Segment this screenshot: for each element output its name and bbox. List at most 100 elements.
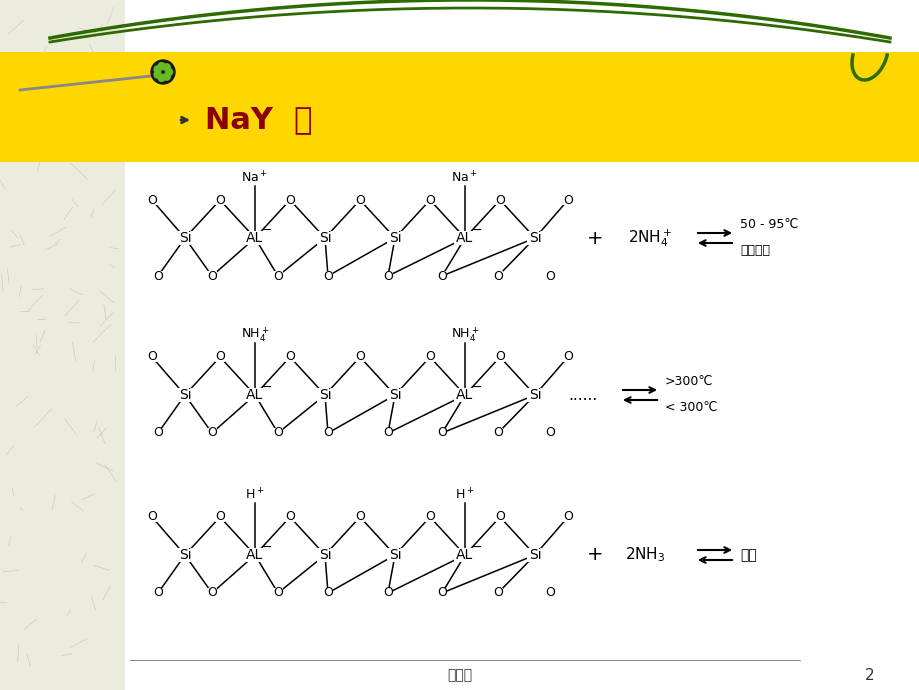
Text: NH$_4^+$: NH$_4^+$ (450, 326, 479, 344)
Text: 2NH$_4^+$: 2NH$_4^+$ (628, 227, 671, 249)
Text: O: O (425, 351, 435, 364)
FancyBboxPatch shape (425, 195, 435, 205)
Text: −: − (262, 380, 272, 393)
FancyBboxPatch shape (285, 195, 295, 205)
Text: O: O (215, 351, 224, 364)
Text: O: O (544, 426, 554, 440)
FancyBboxPatch shape (493, 588, 503, 598)
FancyBboxPatch shape (273, 271, 283, 281)
FancyBboxPatch shape (527, 231, 542, 245)
FancyBboxPatch shape (544, 588, 554, 598)
Text: Si: Si (318, 231, 331, 245)
Text: O: O (323, 586, 333, 600)
FancyBboxPatch shape (387, 548, 403, 562)
Text: 离子交换: 离子交换 (739, 244, 769, 257)
FancyBboxPatch shape (244, 548, 266, 562)
Text: O: O (562, 511, 573, 524)
FancyBboxPatch shape (207, 271, 217, 281)
Text: O: O (493, 270, 503, 282)
Text: O: O (285, 193, 295, 206)
Text: H$^+$: H$^+$ (245, 487, 265, 502)
FancyBboxPatch shape (425, 512, 435, 522)
FancyBboxPatch shape (453, 548, 475, 562)
Circle shape (153, 71, 161, 78)
Text: O: O (382, 426, 392, 440)
FancyBboxPatch shape (382, 271, 392, 281)
FancyBboxPatch shape (562, 195, 573, 205)
Text: O: O (437, 426, 447, 440)
FancyBboxPatch shape (323, 271, 333, 281)
Text: ......: ...... (568, 388, 597, 402)
FancyBboxPatch shape (355, 512, 365, 522)
Circle shape (153, 66, 161, 73)
FancyBboxPatch shape (317, 388, 333, 402)
Text: >300℃: >300℃ (664, 375, 712, 388)
Text: O: O (494, 193, 505, 206)
FancyBboxPatch shape (240, 328, 269, 342)
Text: Si: Si (388, 388, 401, 402)
Text: O: O (285, 511, 295, 524)
Text: Si: Si (528, 231, 540, 245)
FancyBboxPatch shape (240, 171, 269, 185)
FancyBboxPatch shape (355, 352, 365, 362)
FancyBboxPatch shape (493, 428, 503, 438)
Text: O: O (273, 586, 283, 600)
Text: O: O (382, 586, 392, 600)
FancyBboxPatch shape (544, 428, 554, 438)
FancyBboxPatch shape (437, 271, 447, 281)
Text: −: − (471, 540, 482, 553)
Text: +: + (586, 228, 603, 248)
Text: O: O (273, 270, 283, 282)
Text: AL: AL (246, 388, 264, 402)
FancyBboxPatch shape (494, 512, 505, 522)
Text: O: O (425, 511, 435, 524)
FancyBboxPatch shape (147, 512, 157, 522)
Text: H$^+$: H$^+$ (455, 487, 474, 502)
Text: 培训类: 培训类 (447, 668, 472, 682)
Text: NH$_4^+$: NH$_4^+$ (241, 326, 269, 344)
Text: O: O (494, 511, 505, 524)
Text: O: O (355, 193, 365, 206)
Circle shape (158, 75, 165, 81)
Text: Si: Si (388, 231, 401, 245)
Text: −: − (262, 224, 272, 237)
Text: O: O (153, 270, 163, 282)
FancyBboxPatch shape (317, 548, 333, 562)
Text: AL: AL (456, 548, 473, 562)
Text: O: O (355, 351, 365, 364)
Text: −: − (471, 224, 482, 237)
Text: Si: Si (528, 388, 540, 402)
FancyBboxPatch shape (562, 352, 573, 362)
Text: Si: Si (318, 388, 331, 402)
Circle shape (163, 63, 170, 71)
Circle shape (151, 60, 175, 84)
Text: Si: Si (528, 548, 540, 562)
Text: O: O (285, 351, 295, 364)
FancyBboxPatch shape (273, 588, 283, 598)
Text: O: O (147, 351, 157, 364)
FancyBboxPatch shape (387, 388, 403, 402)
Text: O: O (323, 270, 333, 282)
FancyBboxPatch shape (323, 588, 333, 598)
FancyBboxPatch shape (527, 388, 542, 402)
FancyBboxPatch shape (449, 328, 480, 342)
Text: 2: 2 (864, 667, 874, 682)
Text: O: O (147, 193, 157, 206)
Text: AL: AL (456, 388, 473, 402)
Text: O: O (153, 586, 163, 600)
Text: Si: Si (388, 548, 401, 562)
FancyBboxPatch shape (215, 512, 225, 522)
Text: O: O (493, 426, 503, 440)
FancyBboxPatch shape (544, 271, 554, 281)
Text: O: O (437, 270, 447, 282)
Text: AL: AL (456, 231, 473, 245)
FancyBboxPatch shape (147, 352, 157, 362)
FancyBboxPatch shape (494, 195, 505, 205)
Text: O: O (382, 270, 392, 282)
Text: 2NH$_3$: 2NH$_3$ (624, 546, 664, 564)
FancyBboxPatch shape (382, 428, 392, 438)
FancyBboxPatch shape (273, 428, 283, 438)
Text: Si: Si (178, 388, 191, 402)
FancyBboxPatch shape (527, 548, 542, 562)
FancyBboxPatch shape (387, 231, 403, 245)
